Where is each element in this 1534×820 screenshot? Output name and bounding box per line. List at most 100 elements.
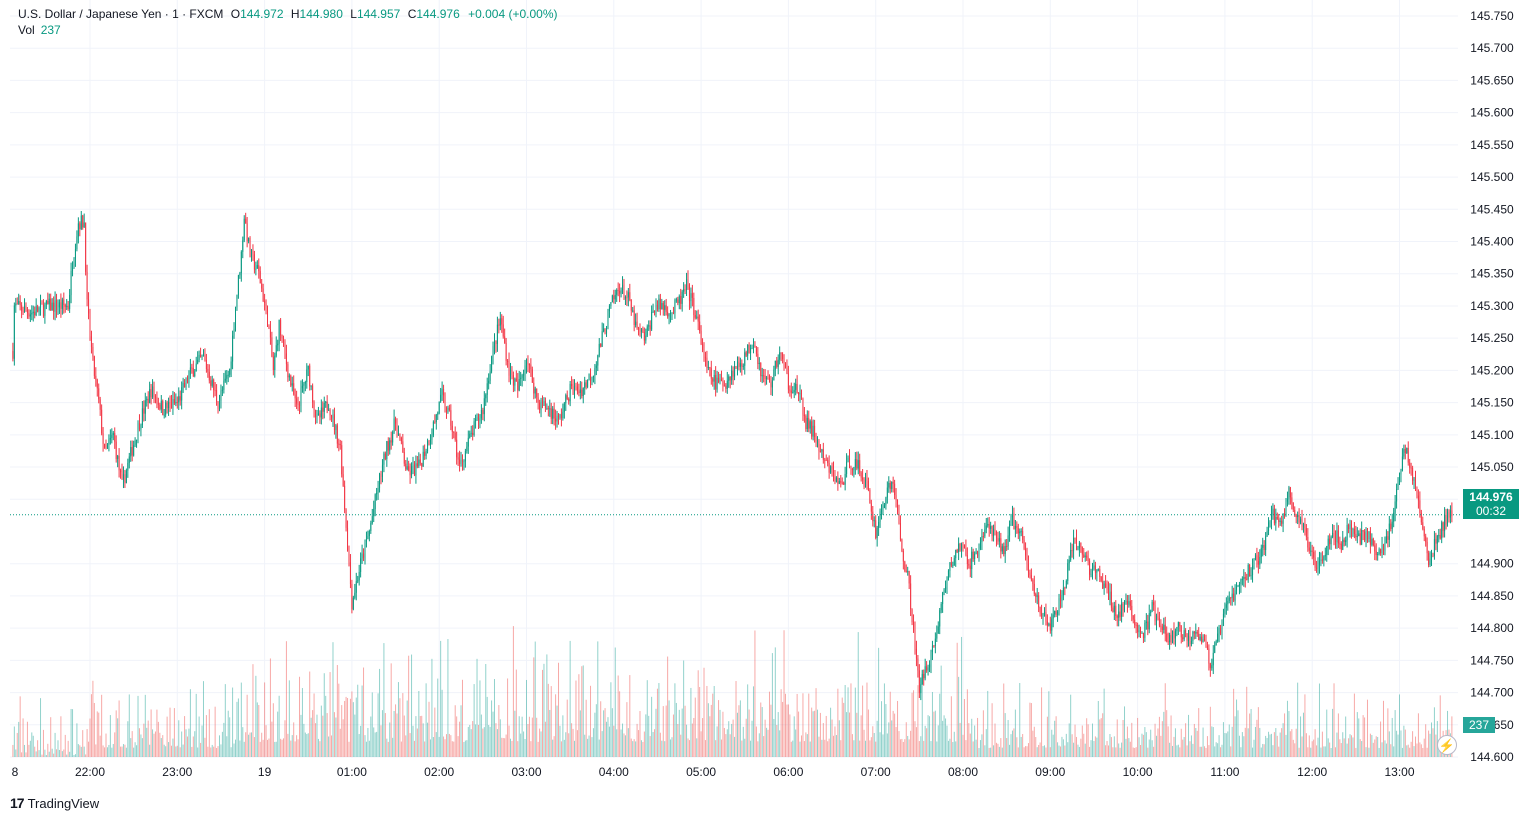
candle-body xyxy=(952,565,954,567)
candle-body xyxy=(232,335,234,362)
time-tick-label: 12:00 xyxy=(1297,765,1327,779)
candle-body xyxy=(883,505,885,508)
candle-body xyxy=(269,329,271,338)
volume-bar xyxy=(277,711,279,757)
volume-bar xyxy=(76,723,78,757)
candle-body xyxy=(822,449,824,460)
candle-body xyxy=(827,460,829,463)
volume-bar xyxy=(1432,728,1434,757)
volume-bar xyxy=(754,630,756,757)
volume-bar xyxy=(524,739,526,757)
lightning-icon[interactable]: ⚡ xyxy=(1437,735,1457,755)
volume-bar xyxy=(889,691,891,757)
tradingview-brand[interactable]: 17 TradingView xyxy=(10,795,99,811)
symbol-title[interactable]: U.S. Dollar / Japanese Yen · 1 · FXCM xyxy=(18,7,224,21)
candle-body xyxy=(1013,513,1015,530)
volume-bar xyxy=(1385,743,1387,757)
volume-bar xyxy=(1172,745,1174,757)
candle-body xyxy=(21,305,23,311)
candle-body xyxy=(931,645,933,653)
candle-body xyxy=(502,324,504,337)
volume-bar xyxy=(239,740,241,757)
candle-body xyxy=(1201,636,1203,643)
volume-bar xyxy=(332,642,334,757)
volume-bar xyxy=(1154,723,1156,757)
candle-body xyxy=(547,408,549,410)
volume-bar xyxy=(354,714,356,757)
volume-bar xyxy=(1346,743,1348,757)
candle-body xyxy=(191,367,193,369)
volume-bar xyxy=(1144,727,1146,757)
volume-bar xyxy=(502,738,504,757)
candle-body xyxy=(1170,634,1172,643)
volume-bar xyxy=(1164,683,1166,757)
volume-bar xyxy=(773,718,775,757)
volume-bar xyxy=(531,717,533,757)
time-axis[interactable]: 8 22:00 23:00 19 01:00 02:00 03:00 04:00 05:00 06… xyxy=(12,765,1415,779)
volume-bar xyxy=(888,722,890,757)
volume-bar xyxy=(1025,746,1027,757)
volume-bar xyxy=(940,665,942,757)
candle-body xyxy=(93,356,95,376)
candle-body xyxy=(117,455,119,459)
candle-body xyxy=(1401,456,1403,471)
candle-body xyxy=(218,400,220,409)
candle-body xyxy=(987,523,989,526)
volume-bar xyxy=(704,740,706,757)
candle-body xyxy=(1036,595,1038,597)
candle-body xyxy=(719,379,721,382)
volume-bar xyxy=(735,681,737,757)
candle-body xyxy=(1391,521,1393,529)
candle-body xyxy=(1431,555,1433,559)
candle-body xyxy=(208,371,210,381)
volume-bar xyxy=(655,708,657,757)
candle-body xyxy=(371,516,373,524)
volume-label[interactable]: Vol xyxy=(18,23,35,37)
candle-body xyxy=(328,409,330,411)
volume-bar xyxy=(341,705,343,757)
volume-bar xyxy=(272,703,274,757)
candle-body xyxy=(741,363,743,367)
candle-body xyxy=(1230,597,1232,599)
candle-body xyxy=(1115,605,1117,616)
candle-body xyxy=(1070,550,1072,560)
candle-body xyxy=(1365,531,1367,541)
volume-bar xyxy=(1288,711,1290,757)
candle-body xyxy=(1252,565,1254,576)
volume-bar xyxy=(1105,745,1107,757)
candle-body xyxy=(86,271,88,300)
candle-body xyxy=(1254,555,1256,560)
volume-bar xyxy=(907,735,909,757)
volume-bar xyxy=(138,728,140,757)
candle-body xyxy=(1428,553,1430,565)
candle-body xyxy=(1262,545,1264,548)
candle-body xyxy=(610,302,612,306)
volume-bar xyxy=(194,731,196,757)
volume-bar xyxy=(218,735,220,757)
volume-bar xyxy=(528,716,530,757)
price-axis[interactable]: 145.750145.700145.650145.600145.550145.5… xyxy=(1470,9,1514,764)
candle-body xyxy=(1043,612,1045,614)
candle-body xyxy=(367,535,369,540)
candle-body xyxy=(1141,632,1143,634)
volume-bar xyxy=(498,705,500,757)
candle-body xyxy=(793,389,795,393)
candle-body xyxy=(1429,558,1431,565)
candle-body xyxy=(1124,602,1126,611)
candle-body xyxy=(45,300,47,305)
candle-body xyxy=(798,392,800,395)
candle-body xyxy=(473,421,475,436)
candle-body xyxy=(707,366,709,368)
volume-bar xyxy=(386,738,388,757)
candle-body xyxy=(979,542,981,549)
volume-bar xyxy=(1000,738,1002,757)
volume-bar xyxy=(1086,718,1088,757)
candle-body xyxy=(251,250,253,258)
candle-body xyxy=(713,375,715,382)
volume-bar xyxy=(188,728,190,757)
candle-body xyxy=(1000,538,1002,552)
volume-bar xyxy=(460,705,462,757)
candle-body xyxy=(568,399,570,402)
candle-body xyxy=(339,444,341,446)
